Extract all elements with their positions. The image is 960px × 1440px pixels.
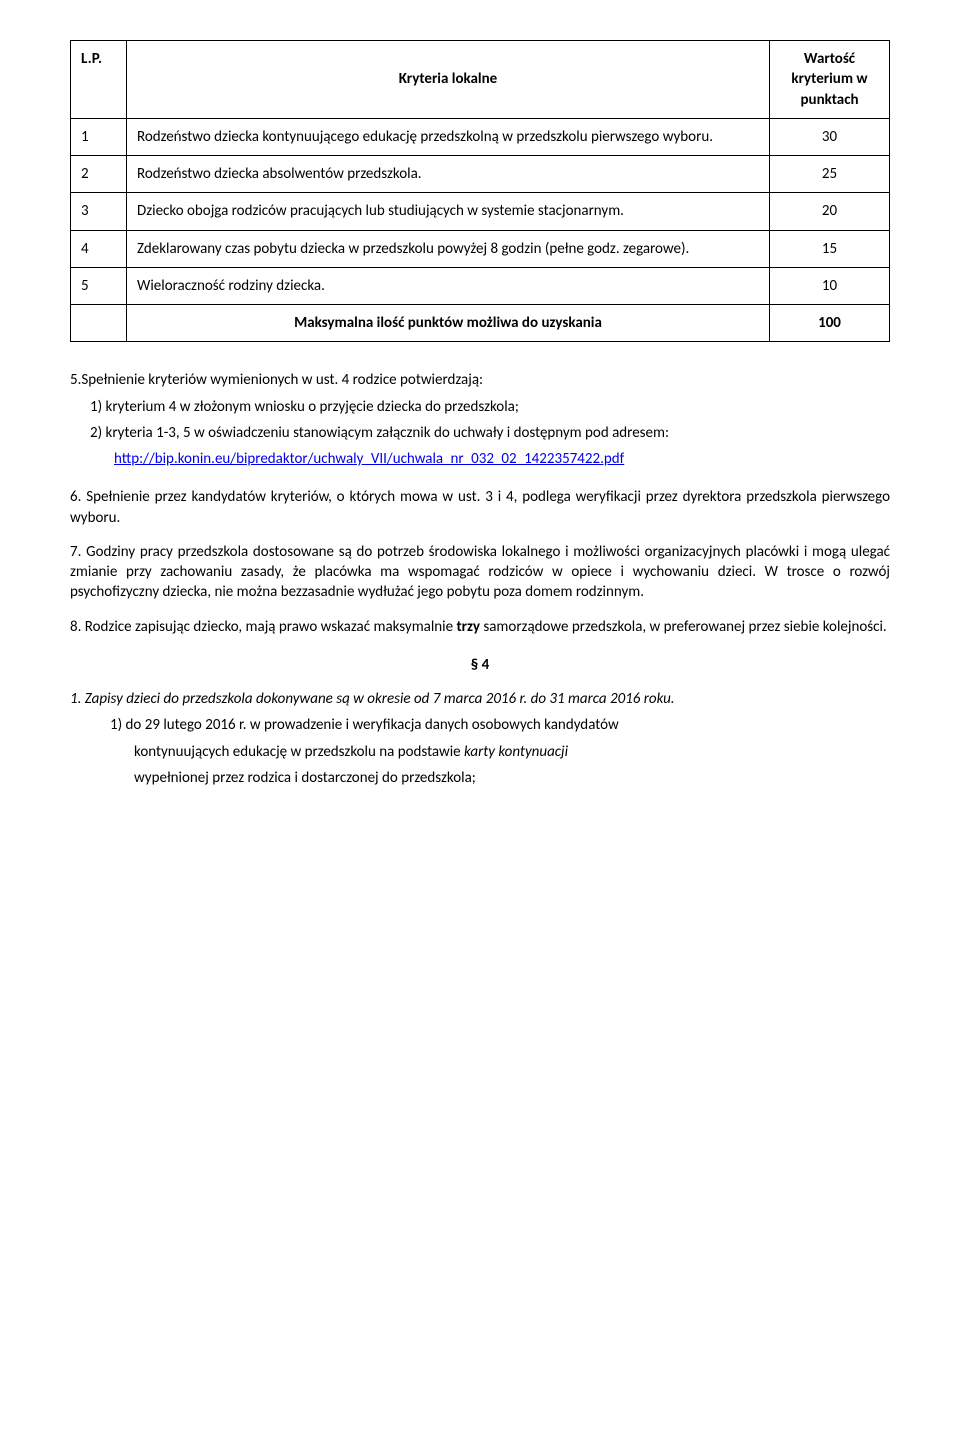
section-4-item-1a: 1) do 29 lutego 2016 r. w prowadzenie i … (70, 715, 890, 735)
cell-kryt: Rodzeństwo dziecka absolwentów przedszko… (127, 156, 770, 193)
cell-val: 30 (770, 118, 890, 155)
cell-lp: 5 (71, 267, 127, 304)
section-4-item-1b: kontynuujących edukację w przedszkolu na… (70, 742, 890, 762)
cell-lp: 2 (71, 156, 127, 193)
table-row: 2 Rodzeństwo dziecka absolwentów przedsz… (71, 156, 890, 193)
table-row-max: Maksymalna ilość punktów możliwa do uzys… (71, 305, 890, 342)
section-4-heading: § 4 (70, 655, 890, 675)
para-5-link-line: http://bip.konin.eu/bipredaktor/uchwaly_… (70, 449, 890, 469)
para-5-item-1: 1) kryterium 4 w złożonym wniosku o przy… (70, 397, 890, 417)
cell-lp: 3 (71, 193, 127, 230)
para-7: 7. Godziny pracy przedszkola dostosowane… (70, 542, 890, 603)
cell-kryt: Zdeklarowany czas pobytu dziecka w przed… (127, 230, 770, 267)
s4-1b-ital: karty kontynuacji (464, 743, 568, 761)
cell-val: 15 (770, 230, 890, 267)
cell-val: 25 (770, 156, 890, 193)
cell-kryt: Dziecko obojga rodziców pracujących lub … (127, 193, 770, 230)
para-6: 6. Spełnienie przez kandydatów kryteriów… (70, 487, 890, 528)
cell-max-val: 100 (770, 305, 890, 342)
section-4-item-1c: wypełnionej przez rodzica i dostarczonej… (70, 768, 890, 788)
cell-lp: 4 (71, 230, 127, 267)
s4-1b-pre: kontynuujących edukację w przedszkolu na… (134, 743, 464, 761)
cell-val: 10 (770, 267, 890, 304)
table-row: 5 Wieloraczność rodziny dziecka. 10 (71, 267, 890, 304)
header-lp: L.P. (71, 41, 127, 119)
regulation-link[interactable]: http://bip.konin.eu/bipredaktor/uchwaly_… (114, 450, 624, 468)
table-row: 3 Dziecko obojga rodziców pracujących lu… (71, 193, 890, 230)
para-8: 8. Rodzice zapisując dziecko, mają prawo… (70, 617, 890, 637)
s4-p1-dates: 7 marca 2016 r. do 31 marca 2016 roku. (433, 690, 675, 708)
para-8-pre: 8. Rodzice zapisując dziecko, mają prawo… (70, 618, 456, 636)
criteria-table: L.P. Kryteria lokalne Wartość kryterium … (70, 40, 890, 342)
cell-kryt: Wieloraczność rodziny dziecka. (127, 267, 770, 304)
cell-lp: 1 (71, 118, 127, 155)
header-kryteria: Kryteria lokalne (127, 41, 770, 119)
cell-max-label: Maksymalna ilość punktów możliwa do uzys… (127, 305, 770, 342)
table-row: 4 Zdeklarowany czas pobytu dziecka w prz… (71, 230, 890, 267)
table-row: 1 Rodzeństwo dziecka kontynuującego eduk… (71, 118, 890, 155)
para-8-post: samorządowe przedszkola, w preferowanej … (480, 618, 887, 636)
cell-kryt: Rodzeństwo dziecka kontynuującego edukac… (127, 118, 770, 155)
cell-val: 20 (770, 193, 890, 230)
s4-p1-pre: 1. Zapisy dzieci do przedszkola dokonywa… (70, 690, 433, 708)
section-4-p1: 1. Zapisy dzieci do przedszkola dokonywa… (70, 689, 890, 709)
para-5-lead: 5.Spełnienie kryteriów wymienionych w us… (70, 370, 890, 390)
cell-lp-empty (71, 305, 127, 342)
para-8-bold: trzy (456, 618, 480, 636)
para-5-item-2: 2) kryteria 1-3, 5 w oświadczeniu stanow… (70, 423, 890, 443)
header-value: Wartość kryterium w punktach (770, 41, 890, 119)
